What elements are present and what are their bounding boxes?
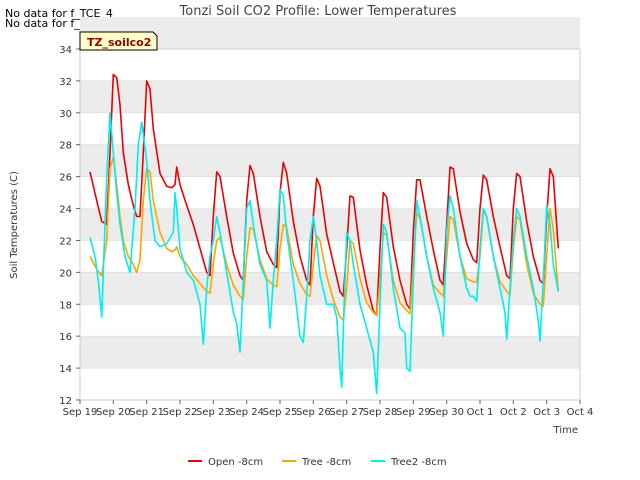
y-tick-label: 32 (59, 77, 72, 88)
series-line-3 (89, 112, 560, 395)
y-tick-label: 20 (59, 268, 72, 279)
x-tick-label: Sep 21 (129, 407, 164, 418)
y-tick-label: 34 (59, 45, 72, 56)
x-tick-label: Sep 29 (396, 407, 431, 418)
y-tick-label: 16 (59, 332, 72, 343)
chart-title: Tonzi Soil CO2 Profile: Lower Temperatur… (179, 4, 457, 19)
no-data-note-1: No data for f_TCE_4 (5, 7, 113, 20)
x-tick-label: Sep 20 (96, 407, 131, 418)
legend-label-1: Open -8cm (208, 457, 263, 468)
x-tick-label: Sep 19 (63, 407, 98, 418)
y-tick-label: 12 (59, 396, 72, 407)
y-tick-label: 24 (59, 205, 72, 216)
site-label-box: TZ_soilco2 (79, 31, 158, 51)
x-tick-label: Oct 2 (500, 407, 527, 418)
series-lines (89, 73, 560, 395)
y-axis-ticks: 12 14 16 18 20 22 24 26 28 30 32 34 (59, 45, 80, 407)
y-tick-label: 28 (59, 141, 72, 152)
y-tick-label: 30 (59, 109, 72, 120)
band-32 (80, 17, 580, 49)
series-line-1 (89, 73, 560, 317)
plot-bands (80, 17, 580, 369)
x-tick-label: Oct 4 (567, 407, 594, 418)
x-tick-label: Sep 30 (429, 407, 464, 418)
band-24 (80, 144, 580, 177)
site-label: TZ_soilco2 (87, 36, 151, 49)
y-tick-label: 22 (59, 236, 72, 247)
y-tick-label: 26 (59, 173, 72, 184)
plot-frame (79, 48, 581, 401)
y-tick-label: 14 (59, 364, 72, 375)
x-tick-label: Sep 23 (196, 407, 231, 418)
y-tick-label: 18 (59, 300, 72, 311)
x-tick-label: Sep 27 (329, 407, 364, 418)
x-tick-label: Sep 28 (363, 407, 398, 418)
x-tick-label: Oct 1 (467, 407, 494, 418)
band-28 (80, 80, 580, 113)
x-tick-label: Sep 26 (296, 407, 331, 418)
y-axis-label: Soil Temperatures (C) (9, 171, 20, 279)
legend: Open -8cm Tree -8cm Tree2 -8cm (188, 457, 447, 468)
legend-label-3: Tree2 -8cm (390, 457, 447, 468)
x-tick-label: Oct 3 (533, 407, 560, 418)
x-tick-label: Sep 22 (163, 407, 198, 418)
x-tick-label: Sep 24 (229, 407, 264, 418)
x-tick-label: Sep 25 (263, 407, 298, 418)
legend-label-2: Tree -8cm (301, 457, 351, 468)
x-axis-label: Time (553, 425, 578, 436)
band-12 (80, 336, 580, 369)
